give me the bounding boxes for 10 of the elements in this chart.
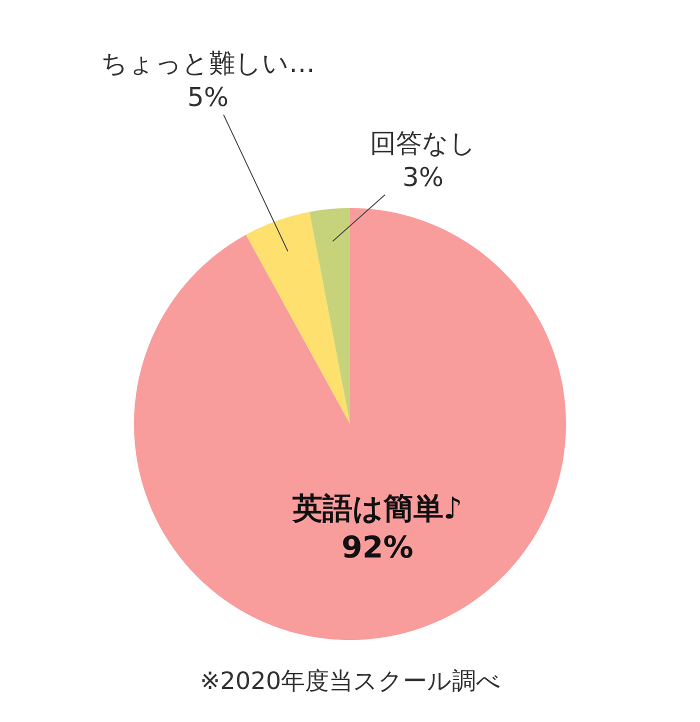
data-label: 92% [341,530,414,566]
slice-label: 回答なし [370,129,476,159]
slice-label: ちょっと難しい… [101,49,315,79]
data-label: 5% [187,82,229,113]
pie-slice [134,208,566,640]
pie-slice [246,212,350,424]
slice-label: 英語は簡単♪ [291,492,462,527]
data-label: 3% [402,162,444,193]
text: ※2020年度当スクール調べ [200,667,502,695]
pie-slice [310,208,350,424]
